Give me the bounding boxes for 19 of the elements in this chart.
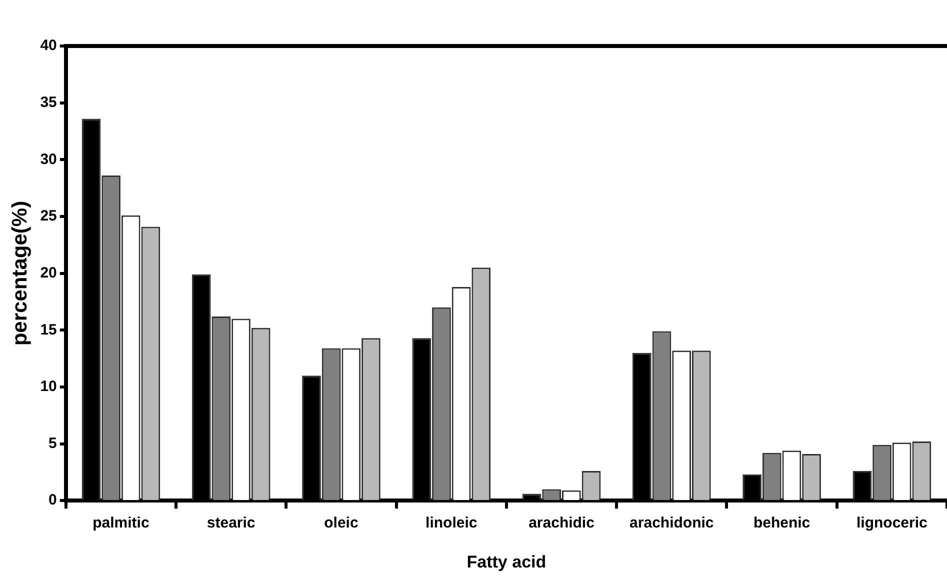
- y-tick-label: 0: [48, 492, 57, 509]
- x-tick-label: arachidic: [528, 514, 594, 532]
- y-tick-label: 10: [40, 378, 57, 396]
- y-tick-label: 5: [48, 434, 57, 452]
- x-tick-label: lignoceric: [856, 514, 928, 532]
- y-tick-label: 40: [40, 37, 57, 54]
- y-tick-label: 25: [40, 208, 57, 225]
- x-axis-title: Fatty acid: [466, 552, 546, 572]
- x-tick-label: oleic: [324, 514, 358, 532]
- y-axis-title: percentage(%): [8, 200, 32, 346]
- y-tick-label: 15: [40, 321, 57, 338]
- y-tick-label: 20: [40, 264, 57, 282]
- y-tick-label: 35: [40, 94, 57, 111]
- x-tick-label: arachidonic: [630, 514, 714, 532]
- x-tick-label: stearic: [206, 514, 256, 532]
- x-tick-label: linoleic: [426, 514, 478, 532]
- x-tick-label: behenic: [753, 514, 810, 532]
- x-tick-label: palmitic: [92, 514, 150, 532]
- y-tick-label: 30: [40, 150, 57, 168]
